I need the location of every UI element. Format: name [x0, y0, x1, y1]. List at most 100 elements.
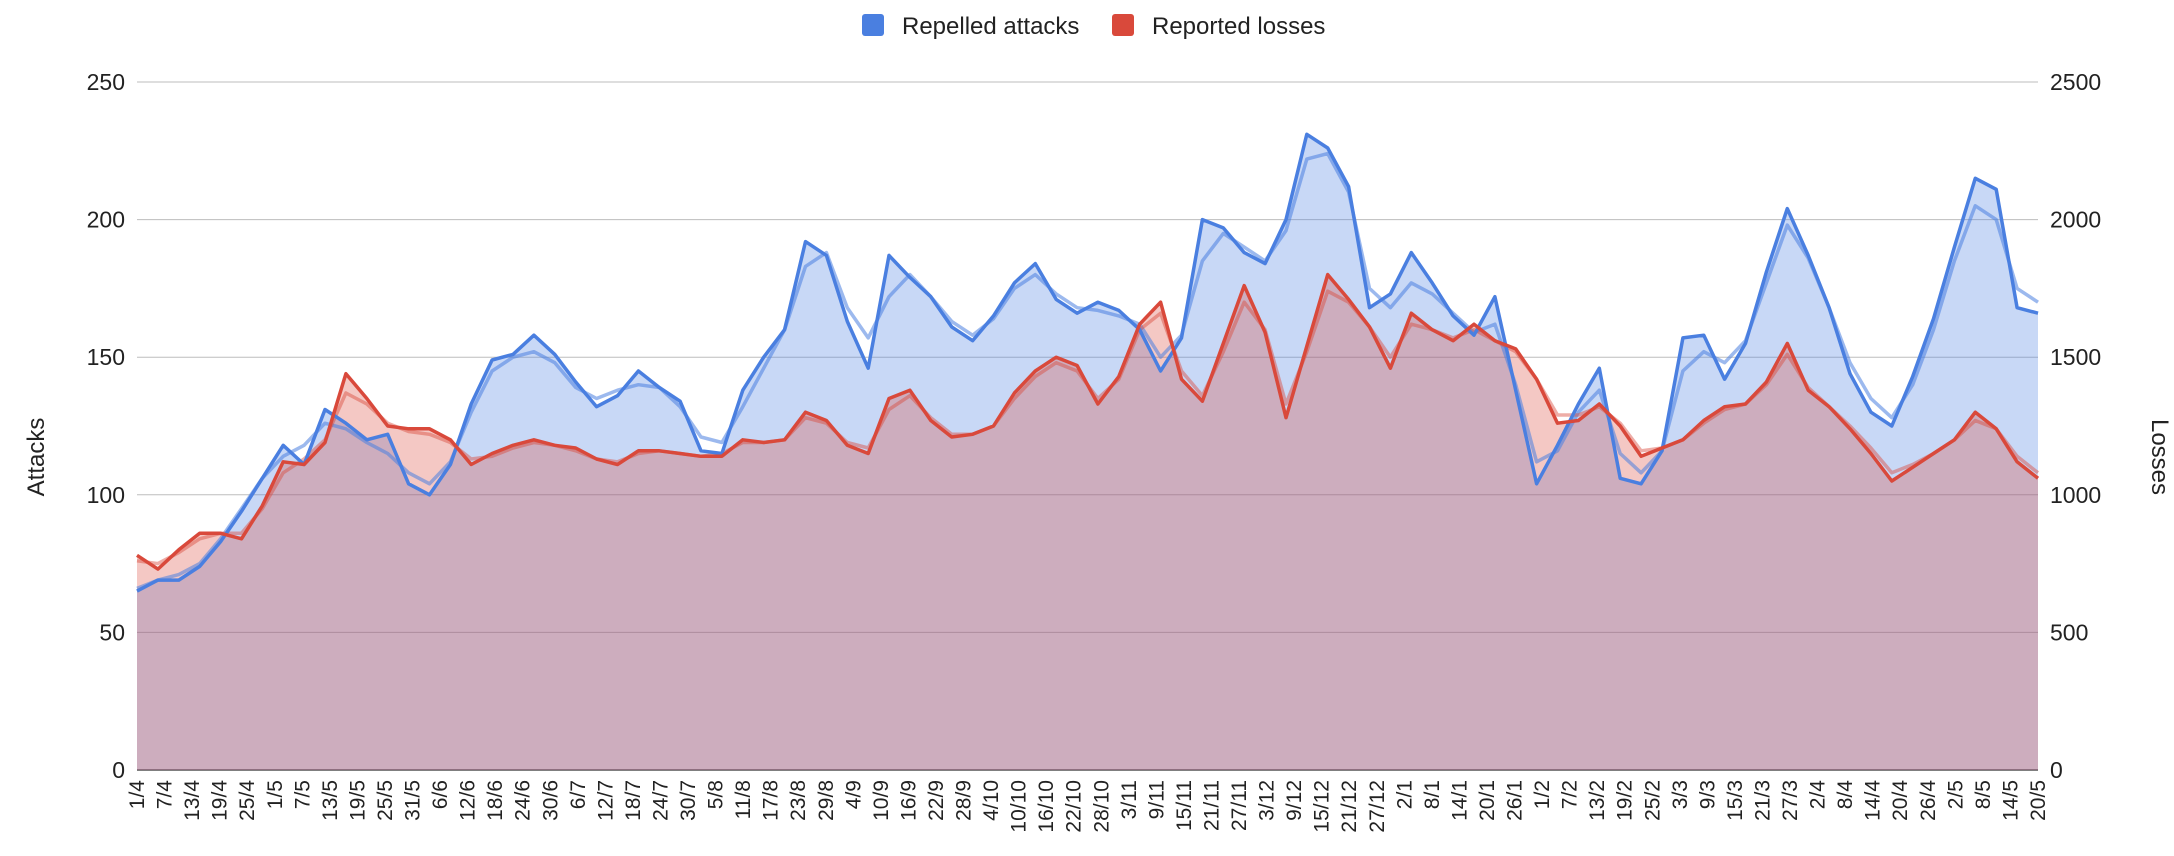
y-axis-right: 0 500 1000 1500 2000 2500	[2050, 69, 2101, 783]
x-tick-label: 18/6	[484, 780, 507, 821]
x-tick-label: 16/9	[897, 780, 920, 821]
x-tick-label: 28/10	[1090, 780, 1113, 833]
y-right-tick-label: 500	[2050, 619, 2088, 645]
x-tick-label: 13/2	[1586, 780, 1609, 821]
x-tick-label: 1/5	[264, 780, 287, 809]
y-axis-left-title: Attacks	[23, 418, 50, 497]
x-tick-label: 21/3	[1751, 780, 1774, 821]
y-left-tick-label: 150	[87, 344, 125, 370]
x-tick-label: 19/2	[1614, 780, 1637, 821]
x-tick-label: 27/12	[1366, 780, 1389, 833]
x-tick-label: 9/3	[1696, 780, 1719, 809]
x-tick-label: 8/4	[1834, 780, 1857, 810]
x-tick-label: 28/9	[953, 780, 976, 821]
x-tick-label: 7/5	[291, 780, 314, 809]
legend-swatch-attacks[interactable]	[862, 14, 884, 36]
x-tick-label: 24/7	[649, 780, 672, 821]
x-tick-label: 25/2	[1641, 780, 1664, 821]
x-tick-label: 10/10	[1008, 780, 1031, 833]
y-left-tick-label: 0	[112, 757, 125, 783]
x-tick-label: 11/8	[732, 780, 755, 819]
x-tick-label: 12/7	[594, 780, 617, 821]
x-tick-label: 9/12	[1283, 780, 1306, 821]
x-tick-label: 7/4	[154, 780, 177, 810]
x-tick-label: 23/8	[787, 780, 810, 821]
series-line-attacks[interactable]	[136, 132, 2039, 593]
x-tick-label: 9/11	[1145, 780, 1168, 819]
x-tick-label: 26/1	[1504, 780, 1527, 821]
x-tick-label: 6/7	[567, 780, 590, 809]
x-tick-label: 6/6	[429, 780, 452, 809]
x-tick-label: 2/5	[1944, 780, 1967, 809]
plot-lines	[136, 132, 2040, 593]
legend-label-attacks[interactable]: Repelled attacks	[902, 13, 1079, 40]
x-tick-label: 21/11	[1200, 780, 1223, 831]
x-tick-label: 20/1	[1476, 780, 1499, 821]
x-tick-label: 24/6	[512, 780, 535, 821]
x-tick-label: 25/4	[236, 780, 259, 821]
y-right-tick-label: 1500	[2050, 344, 2101, 370]
x-tick-label: 19/5	[346, 780, 369, 821]
x-tick-label: 4/10	[980, 780, 1003, 821]
x-tick-label: 3/3	[1669, 780, 1692, 809]
x-tick-label: 3/12	[1256, 780, 1279, 821]
x-tick-label: 12/6	[457, 780, 480, 821]
legend-label-losses[interactable]: Reported losses	[1152, 13, 1325, 40]
x-tick-label: 14/5	[1999, 780, 2022, 821]
x-tick-label: 10/9	[870, 780, 893, 821]
x-tick-label: 21/12	[1338, 780, 1361, 833]
x-tick-label: 19/4	[209, 780, 232, 821]
x-tick-label: 20/4	[1889, 780, 1912, 821]
x-tick-label: 13/5	[319, 780, 342, 821]
legend-swatch-losses[interactable]	[1112, 14, 1134, 36]
legend: Repelled attacks Reported losses	[862, 13, 1325, 40]
x-tick-label: 22/10	[1063, 780, 1086, 833]
x-tick-label: 8/1	[1421, 780, 1444, 809]
area-losses[interactable]	[137, 274, 2038, 770]
x-tick-label: 30/6	[539, 780, 562, 821]
y-right-tick-label: 1000	[2050, 482, 2101, 508]
y-left-tick-label: 100	[87, 482, 125, 508]
y-left-tick-label: 200	[87, 207, 125, 233]
x-tick-label: 22/9	[925, 780, 948, 821]
x-tick-label: 2/1	[1393, 780, 1416, 809]
series-line-losses[interactable]	[136, 272, 2040, 571]
y-left-tick-label: 250	[87, 69, 125, 95]
y-right-tick-label: 2500	[2050, 69, 2101, 95]
x-tick-label: 16/10	[1035, 780, 1058, 833]
x-tick-label: 15/11	[1173, 780, 1196, 831]
y-right-tick-label: 0	[2050, 757, 2063, 783]
x-tick-label: 13/4	[181, 780, 204, 821]
y-right-tick-label: 2000	[2050, 207, 2101, 233]
x-tick-label: 25/5	[374, 780, 397, 821]
x-tick-label: 2/4	[1807, 780, 1830, 810]
y-axis-right-title: Losses	[2146, 419, 2173, 495]
x-tick-label: 17/8	[760, 780, 783, 821]
x-tick-label: 29/8	[815, 780, 838, 821]
x-tick-label: 14/1	[1448, 780, 1471, 821]
x-tick-label: 27/11	[1228, 780, 1251, 831]
plot-areas	[137, 134, 2038, 771]
x-tick-label: 1/2	[1531, 780, 1554, 809]
x-tick-label: 31/5	[402, 780, 425, 821]
gridlines	[137, 81, 2038, 771]
x-tick-label: 20/5	[2027, 780, 2050, 821]
x-tick-label: 7/2	[1559, 780, 1582, 809]
x-axis: 1/4 7/4 13/4 19/4 25/4 1/5 7/5 13/5 19/5 25/5 31/5…	[126, 780, 2050, 833]
x-tick-label: 26/4	[1917, 780, 1940, 821]
x-tick-label: 1/4	[126, 780, 149, 810]
x-tick-label: 8/5	[1972, 780, 1995, 809]
y-axis-left: 0 50 100 150 200 250	[87, 69, 125, 783]
x-tick-label: 18/7	[622, 780, 645, 821]
x-tick-label: 3/11	[1118, 780, 1141, 819]
x-tick-label: 4/9	[842, 780, 865, 809]
area-attacks[interactable]	[137, 134, 2038, 771]
x-tick-label: 15/3	[1724, 780, 1747, 821]
y-left-tick-label: 50	[99, 619, 125, 645]
x-tick-label: 5/8	[705, 780, 728, 809]
x-tick-label: 14/4	[1862, 780, 1885, 821]
x-tick-label: 27/3	[1779, 780, 1802, 821]
x-tick-label: 30/7	[677, 780, 700, 821]
